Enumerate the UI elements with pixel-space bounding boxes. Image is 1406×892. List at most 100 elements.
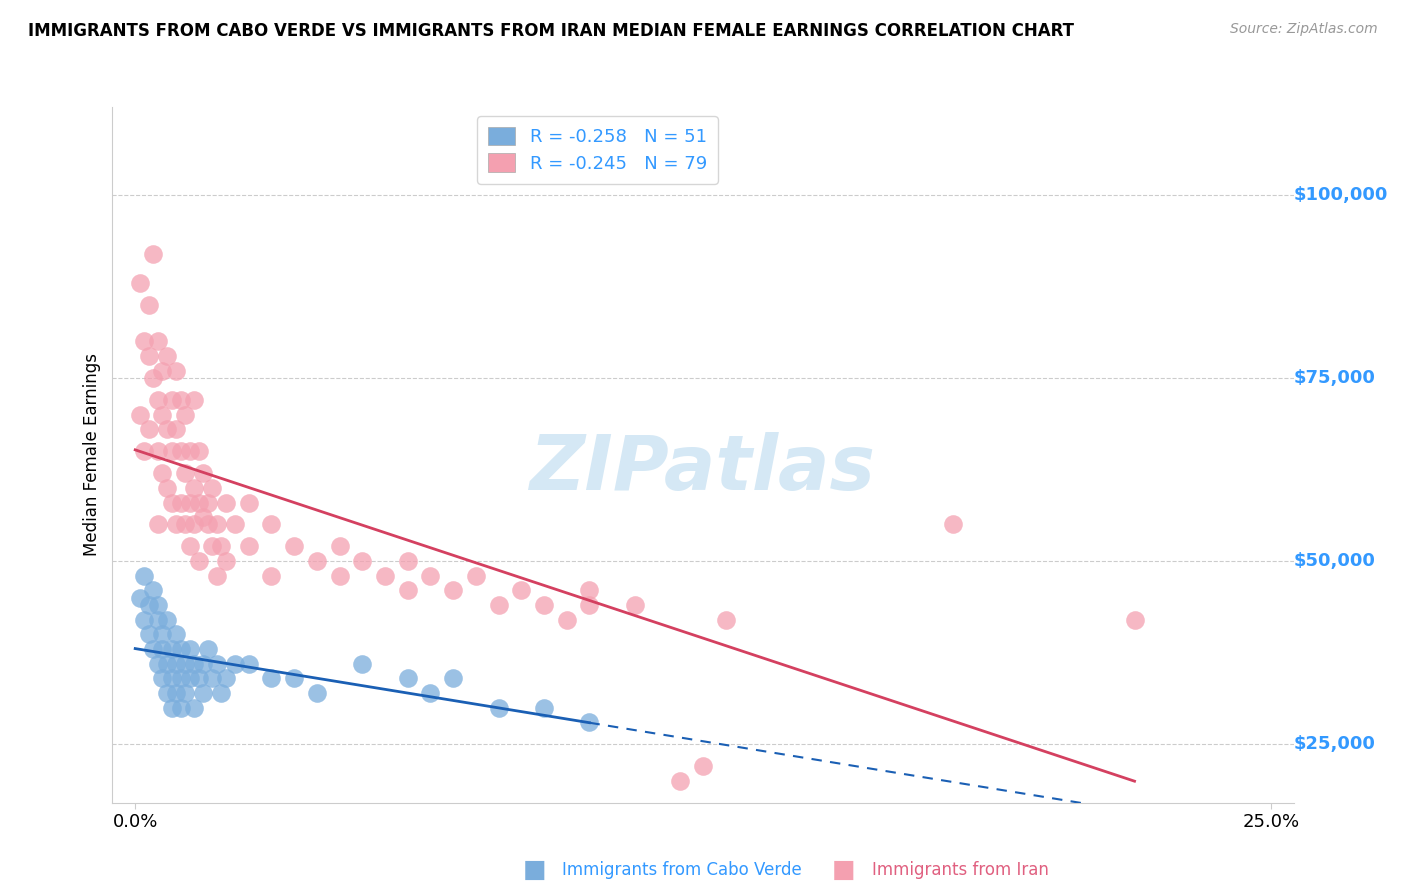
Point	[187, 444, 209, 458]
Point	[152, 642, 174, 657]
Point	[201, 481, 224, 495]
Point	[205, 517, 228, 532]
Point	[238, 657, 260, 671]
Point	[305, 554, 328, 568]
Point	[193, 686, 215, 700]
Point	[510, 583, 533, 598]
Point	[142, 371, 165, 385]
Point	[138, 598, 160, 612]
Text: $75,000: $75,000	[1294, 369, 1375, 387]
Point	[152, 627, 174, 641]
Point	[193, 657, 215, 671]
Point	[215, 671, 238, 685]
Point	[160, 444, 183, 458]
Point	[134, 568, 156, 582]
Point	[352, 554, 374, 568]
Point	[146, 392, 169, 407]
Point	[156, 349, 179, 363]
Point	[197, 495, 219, 509]
Point	[165, 627, 187, 641]
Point	[1123, 613, 1146, 627]
Point	[183, 392, 205, 407]
Point	[146, 444, 169, 458]
Point	[160, 700, 183, 714]
Point	[160, 392, 183, 407]
Point	[156, 686, 179, 700]
Point	[179, 444, 201, 458]
Point	[260, 568, 283, 582]
Point	[205, 568, 228, 582]
Point	[169, 700, 191, 714]
Point	[146, 517, 169, 532]
Point	[146, 657, 169, 671]
Point	[138, 298, 160, 312]
Point	[187, 671, 209, 685]
Point	[183, 700, 205, 714]
Point	[396, 583, 419, 598]
Legend: R = -0.258   N = 51, R = -0.245   N = 79: R = -0.258 N = 51, R = -0.245 N = 79	[477, 116, 717, 184]
Point	[488, 598, 510, 612]
Point	[224, 657, 246, 671]
Point	[169, 392, 191, 407]
Point	[374, 568, 396, 582]
Point	[156, 613, 179, 627]
Point	[578, 715, 600, 730]
Point	[160, 642, 183, 657]
Point	[464, 568, 486, 582]
Point	[160, 495, 183, 509]
Point	[156, 422, 179, 436]
Y-axis label: Median Female Earnings: Median Female Earnings	[83, 353, 101, 557]
Point	[187, 554, 209, 568]
Point	[165, 517, 187, 532]
Point	[134, 444, 156, 458]
Point	[283, 540, 305, 554]
Point	[169, 444, 191, 458]
Point	[174, 686, 197, 700]
Text: Immigrants from Cabo Verde: Immigrants from Cabo Verde	[562, 861, 803, 879]
Point	[238, 495, 260, 509]
Point	[156, 657, 179, 671]
Point	[179, 642, 201, 657]
Point	[165, 686, 187, 700]
Text: $25,000: $25,000	[1294, 735, 1375, 753]
Point	[305, 686, 328, 700]
Point	[169, 671, 191, 685]
Point	[156, 481, 179, 495]
Point	[578, 598, 600, 612]
Point	[215, 495, 238, 509]
Point	[169, 642, 191, 657]
Point	[260, 671, 283, 685]
Point	[165, 364, 187, 378]
Point	[128, 591, 150, 605]
Point	[419, 568, 441, 582]
Text: ■: ■	[523, 858, 546, 881]
Text: Source: ZipAtlas.com: Source: ZipAtlas.com	[1230, 22, 1378, 37]
Point	[152, 408, 174, 422]
Point	[134, 613, 156, 627]
Point	[942, 517, 965, 532]
Point	[183, 481, 205, 495]
Point	[138, 422, 160, 436]
Point	[174, 517, 197, 532]
Point	[201, 671, 224, 685]
Text: $50,000: $50,000	[1294, 552, 1375, 570]
Point	[142, 583, 165, 598]
Point	[146, 598, 169, 612]
Point	[555, 613, 578, 627]
Text: Immigrants from Iran: Immigrants from Iran	[872, 861, 1049, 879]
Point	[146, 334, 169, 349]
Point	[152, 467, 174, 481]
Point	[197, 642, 219, 657]
Point	[165, 657, 187, 671]
Point	[533, 700, 555, 714]
Point	[174, 657, 197, 671]
Text: IMMIGRANTS FROM CABO VERDE VS IMMIGRANTS FROM IRAN MEDIAN FEMALE EARNINGS CORREL: IMMIGRANTS FROM CABO VERDE VS IMMIGRANTS…	[28, 22, 1074, 40]
Point	[205, 657, 228, 671]
Point	[441, 671, 464, 685]
Point	[134, 334, 156, 349]
Point	[197, 517, 219, 532]
Point	[142, 642, 165, 657]
Point	[142, 246, 165, 260]
Point	[669, 773, 692, 788]
Point	[128, 408, 150, 422]
